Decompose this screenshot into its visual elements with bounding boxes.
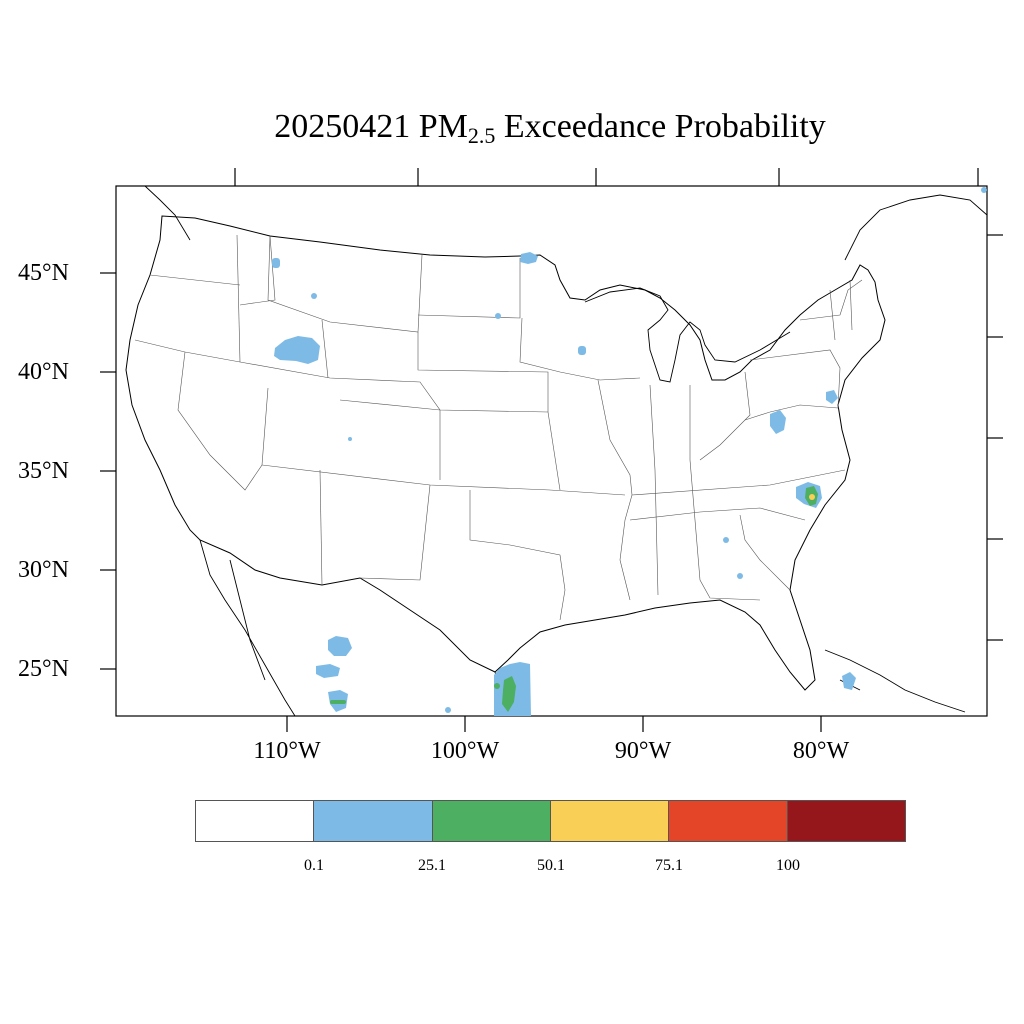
prob-patches-mid [330,486,818,712]
legend-label-1: 25.1 [418,857,446,874]
mexico-coast [199,539,506,717]
patch-mexico-4 [445,707,451,713]
patch-iowa [578,346,586,355]
patch-delaware [826,390,838,404]
bottom-ticks [286,716,822,732]
canada-coast [144,185,988,261]
patch-montana [311,293,317,299]
lat-label-30: 30°N [18,557,69,583]
patch-idaho-north [272,258,280,268]
patch-nova-scotia [981,187,987,193]
legend-label-2: 50.1 [537,857,565,874]
prob-patches-low [272,187,987,716]
prob-patches-high [809,494,815,500]
patch-mexico-2 [316,664,340,678]
patch-georgia-1 [723,537,729,543]
patch-nebraska [495,313,501,319]
map-frame [115,185,988,717]
legend-swatch-3 [550,801,670,841]
right-ticks [987,234,1003,641]
legend-swatch-4 [669,801,788,841]
lon-label-100w: 100°W [430,738,500,764]
legend-swatch-0 [196,801,315,841]
great-lakes [584,287,791,383]
patch-georgia-2 [737,573,743,579]
patch-texas-green-2 [494,683,500,689]
legend-swatch-1 [314,801,433,841]
lat-label-45: 45°N [18,260,69,286]
left-ticks [100,272,116,670]
patch-virginia [770,410,786,434]
color-legend-bar [195,800,906,842]
lon-label-90w: 90°W [614,738,672,764]
patch-texas-green [502,676,516,712]
patch-carolina-yellow [809,494,815,500]
patch-idaho [274,336,320,364]
map-title: 20250421 PM2.5 Exceedance Probability [274,108,826,148]
legend-swatch-5 [787,801,905,841]
legend-swatch-2 [432,801,551,841]
state-lines [134,234,863,621]
lon-label-110w: 110°W [253,738,321,764]
legend-label-0: 0.1 [304,857,324,874]
legend-label-4: 100 [776,857,800,874]
patch-mexico-1 [328,636,352,656]
patch-utah [348,437,352,441]
patch-northdakota [520,252,538,264]
patch-bahamas [842,672,856,690]
us-outline [125,215,886,691]
lat-label-25: 25°N [18,656,69,682]
legend-label-3: 75.1 [655,857,683,874]
lat-label-40: 40°N [18,359,69,385]
top-ticks [234,168,979,186]
patch-mexico-green [330,700,346,704]
lon-label-80w: 80°W [792,738,850,764]
lat-label-35: 35°N [18,458,69,484]
